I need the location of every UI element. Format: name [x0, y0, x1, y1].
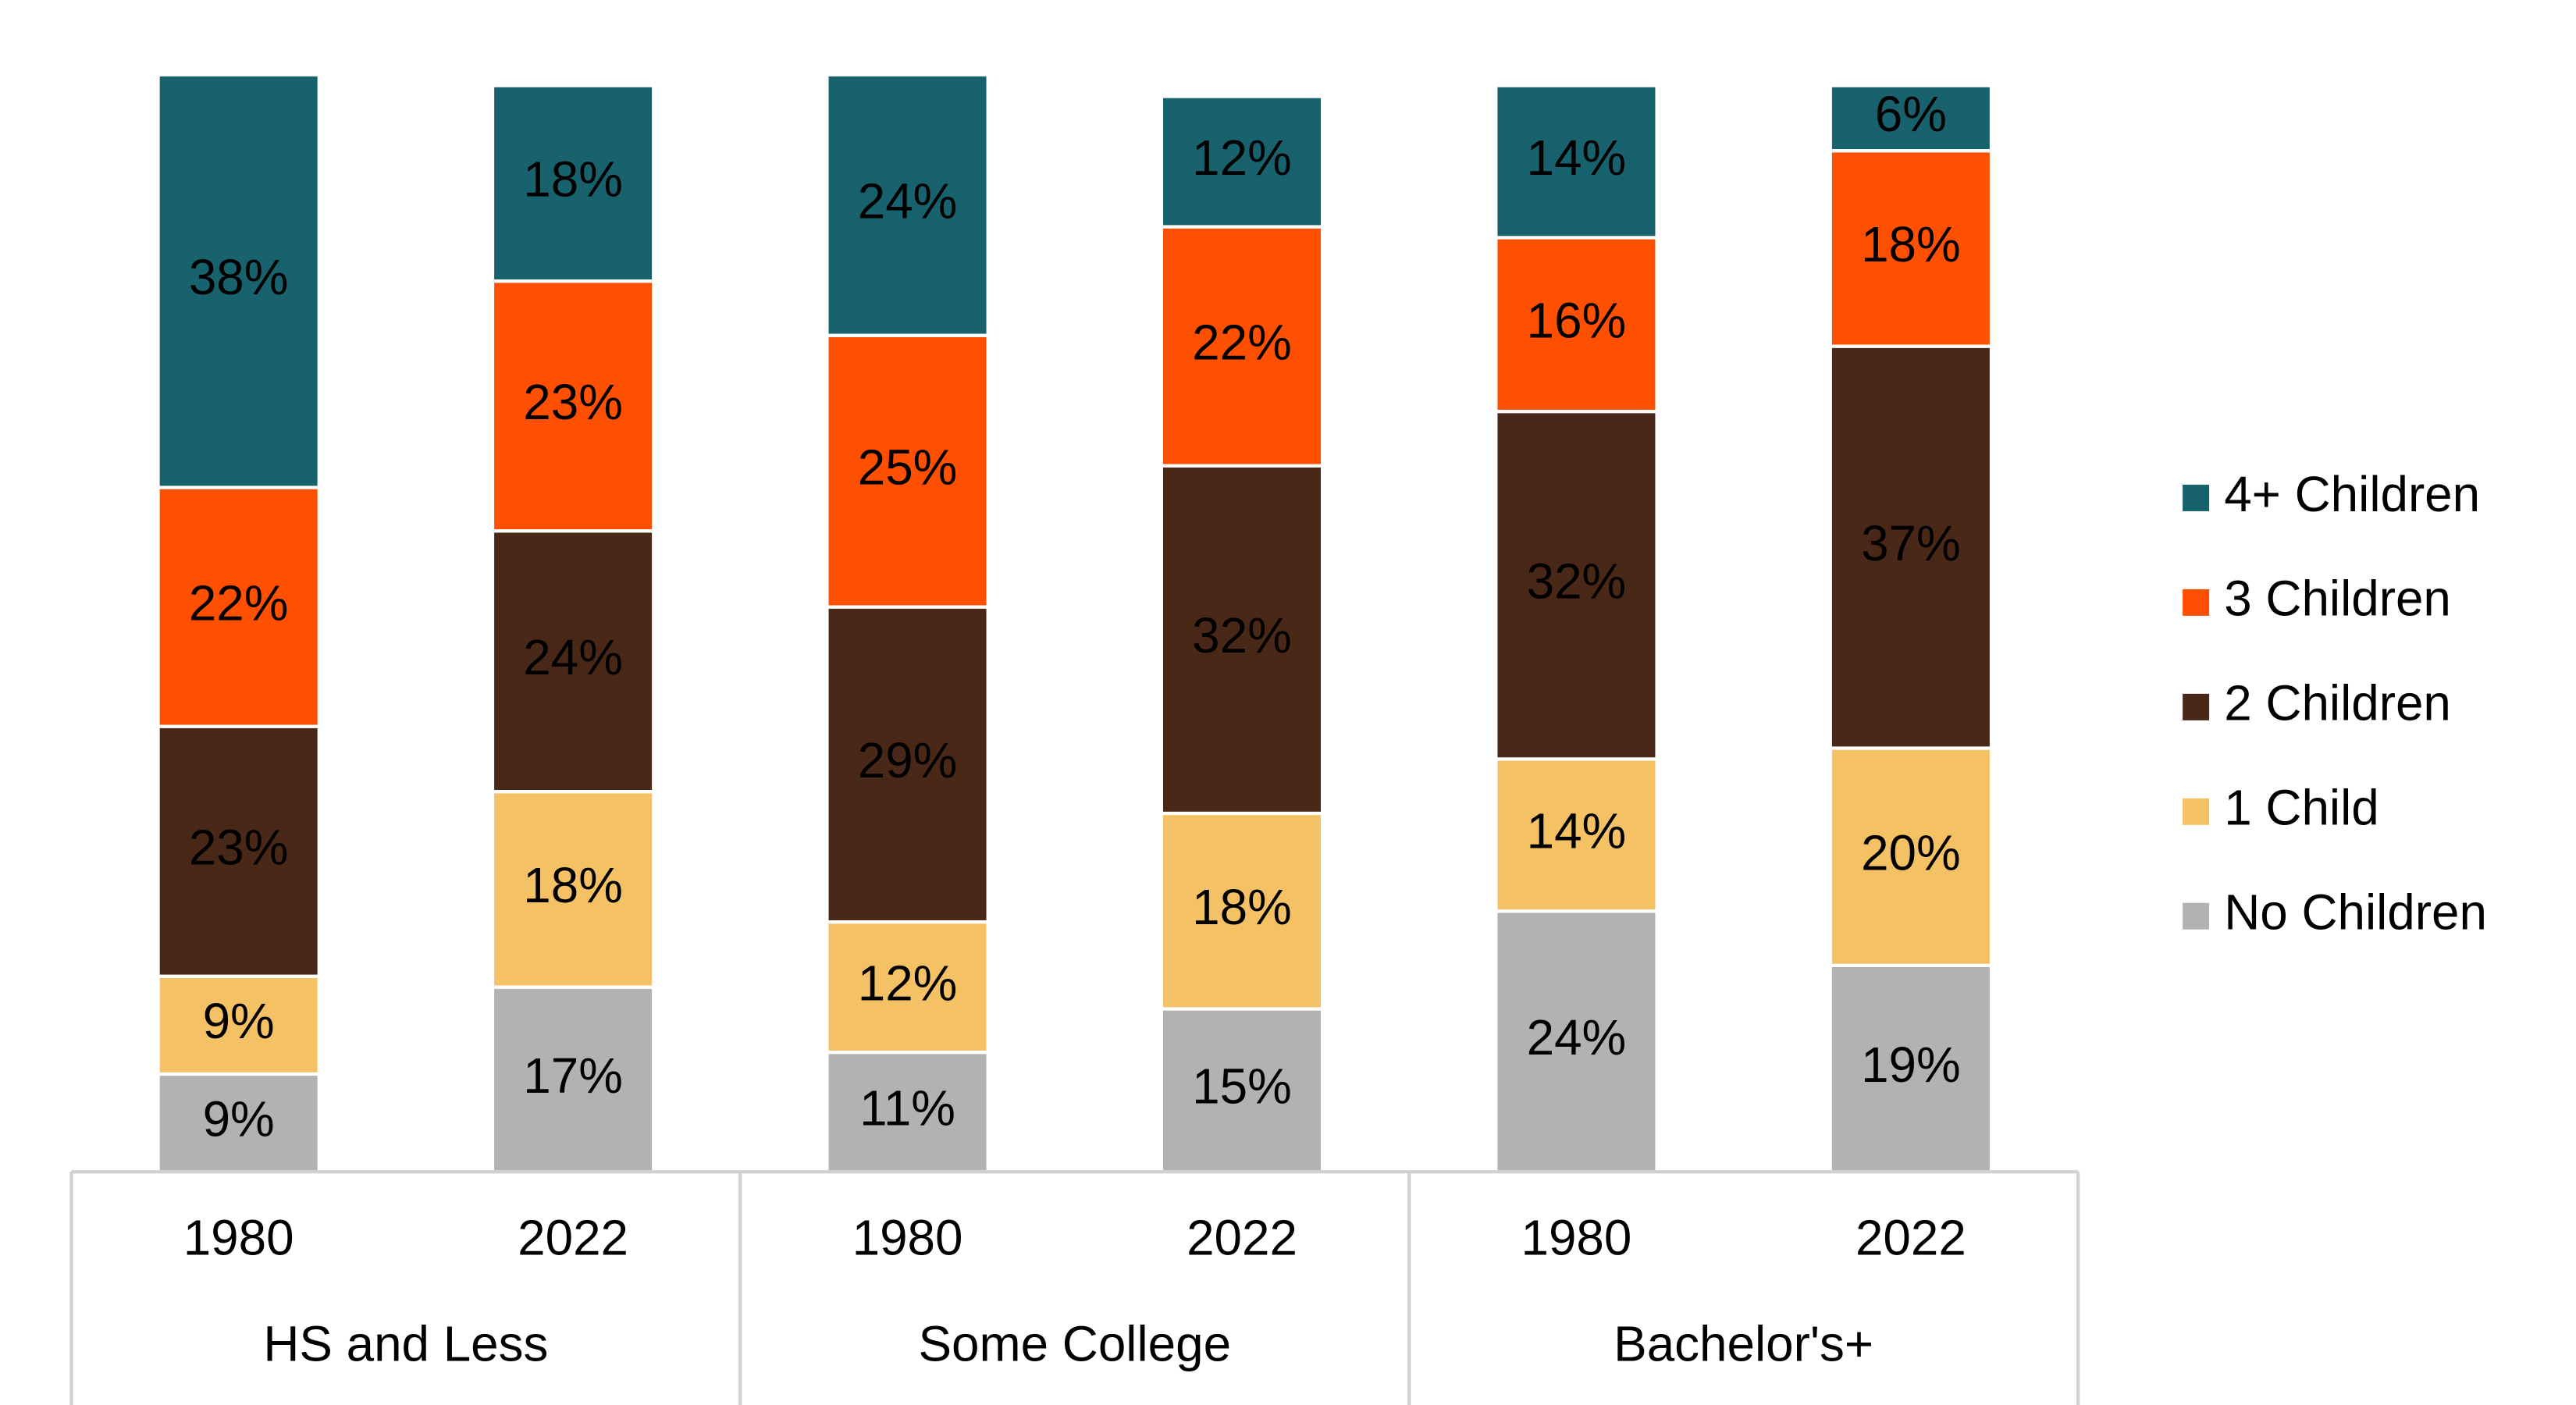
- bar-segment: [825, 1051, 990, 1174]
- legend-swatch: [2183, 798, 2210, 825]
- bar-segment: [1159, 1007, 1325, 1174]
- bar-segment: [1494, 84, 1659, 240]
- data-label: 32%: [1192, 607, 1292, 663]
- legend-label: 2 Children: [2224, 675, 2451, 731]
- data-label: 23%: [189, 820, 289, 876]
- data-label: 14%: [1527, 130, 1627, 186]
- data-label: 32%: [1527, 553, 1627, 610]
- data-label: 24%: [858, 173, 958, 229]
- data-label: 23%: [523, 374, 623, 430]
- bar-segment: [490, 84, 656, 283]
- data-label: 18%: [1192, 879, 1292, 935]
- data-label: 17%: [523, 1048, 623, 1104]
- data-label: 38%: [189, 249, 289, 305]
- legend-swatch: [2183, 693, 2210, 720]
- data-label: 20%: [1861, 824, 1961, 880]
- legend-swatch: [2183, 484, 2210, 511]
- data-label: 22%: [189, 574, 289, 631]
- bar-segment: [156, 974, 321, 1076]
- data-label: 24%: [1527, 1009, 1627, 1065]
- legend-swatch: [2183, 902, 2210, 930]
- data-label: 24%: [523, 629, 623, 685]
- bar-segment: [1494, 409, 1659, 761]
- data-label: 22%: [1192, 314, 1292, 370]
- bar-segment: [1494, 909, 1659, 1174]
- data-label: 14%: [1527, 803, 1627, 859]
- bar-segment: [1159, 811, 1325, 1011]
- data-label: 19%: [1861, 1037, 1961, 1093]
- data-label: 12%: [1192, 130, 1292, 186]
- x-tick-label: 1980: [852, 1209, 963, 1265]
- data-label: 12%: [858, 955, 958, 1011]
- bar-segment: [1828, 149, 1994, 348]
- bar-segment: [156, 1072, 321, 1174]
- bar-segment: [1828, 84, 1994, 153]
- legend-label: 4+ Children: [2224, 466, 2480, 522]
- bar-segment: [490, 279, 656, 533]
- bar-segment: [1159, 94, 1325, 229]
- data-label: 11%: [859, 1080, 955, 1136]
- bar-segment: [1828, 746, 1994, 967]
- data-label: 18%: [523, 857, 623, 913]
- bar-segment: [825, 920, 990, 1055]
- bar-segment: [1828, 963, 1994, 1174]
- bar-segment: [156, 73, 321, 489]
- x-tick-label: 1980: [1521, 1209, 1632, 1265]
- x-tick-label: 2022: [518, 1209, 628, 1265]
- data-label: 9%: [203, 1090, 275, 1147]
- bar-segment: [490, 529, 656, 794]
- bar-segment: [1828, 344, 1994, 750]
- data-label: 16%: [1527, 293, 1627, 349]
- x-tick-label: 2022: [1187, 1209, 1297, 1265]
- data-label: 18%: [523, 151, 623, 208]
- bar-segment: [825, 605, 990, 924]
- data-label: 25%: [858, 439, 958, 495]
- group-label: Bachelor's+: [1614, 1315, 1873, 1371]
- data-label: 15%: [1192, 1058, 1292, 1115]
- legend-label: No Children: [2224, 884, 2487, 941]
- bar-segment: [1494, 236, 1659, 414]
- bar-segment: [1159, 464, 1325, 816]
- legend-label: 1 Child: [2224, 780, 2379, 836]
- bar-segment: [1159, 225, 1325, 468]
- data-label: 29%: [858, 732, 958, 788]
- bar-segment: [156, 486, 321, 728]
- data-label: 9%: [203, 993, 275, 1049]
- data-label: 18%: [1861, 216, 1961, 272]
- legend-swatch: [2183, 589, 2210, 616]
- bar-segment: [490, 985, 656, 1174]
- bar-segment: [825, 73, 990, 337]
- x-tick-label: 1980: [183, 1209, 294, 1265]
- bar-segment: [490, 790, 656, 989]
- group-label: Some College: [919, 1315, 1232, 1371]
- data-label: 6%: [1875, 86, 1947, 142]
- legend-label: 3 Children: [2224, 571, 2451, 627]
- group-label: HS and Less: [263, 1315, 548, 1371]
- x-tick-label: 2022: [1856, 1209, 1966, 1265]
- data-label: 37%: [1861, 515, 1961, 571]
